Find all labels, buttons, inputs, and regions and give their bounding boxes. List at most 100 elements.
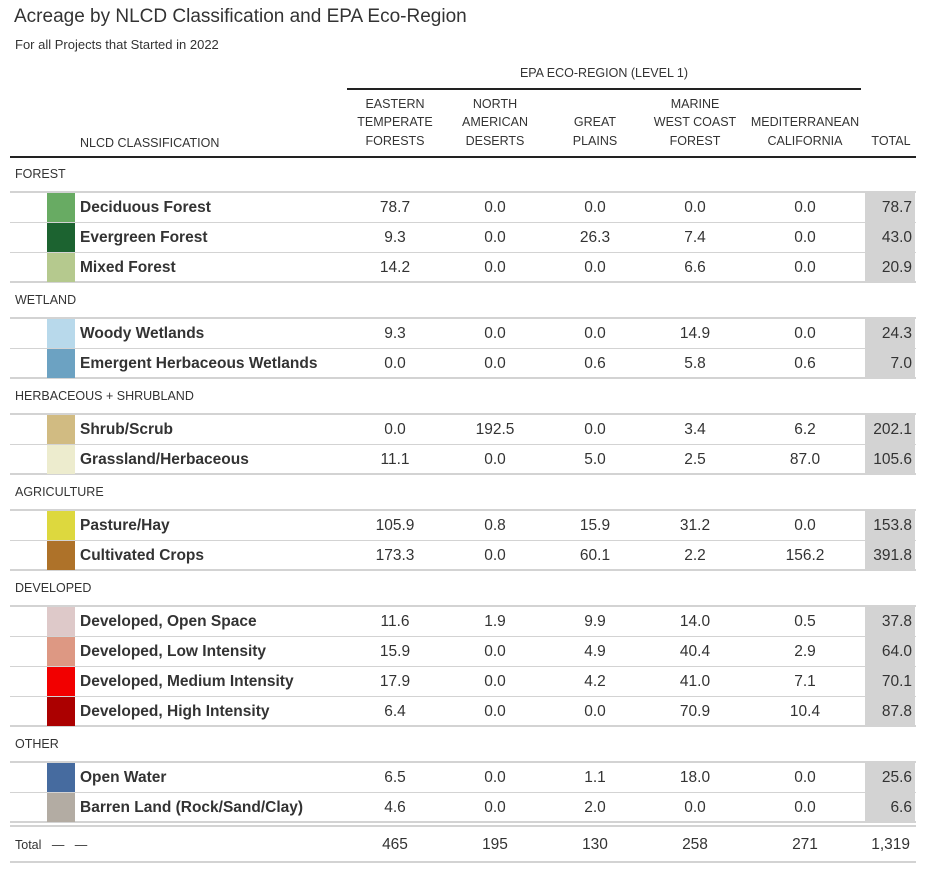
color-swatch [47,193,75,222]
table-cell: 15.9 [379,643,411,660]
table-cell: 0.6 [794,355,816,372]
table-cell: 0.0 [584,199,606,216]
table-cell: 26.3 [579,229,611,246]
table-cell: 0.0 [484,355,506,372]
table-cell: 31.2 [679,517,711,534]
row-label: Barren Land (Rock/Sand/Clay) [80,799,304,816]
table-row: Cultivated Crops 173.3 0.0 60.1 2.2 156.2 391.… [10,541,916,571]
row-label: Emergent Herbaceous Wetlands [80,355,318,372]
table-cell: 0.0 [794,199,816,216]
table-cell: 7.1 [794,673,816,690]
table-cell: 5.8 [684,355,706,372]
table-cell: 2.9 [794,643,816,660]
color-swatch [47,253,75,282]
row-label: Shrub/Scrub [80,421,174,438]
table-row: Developed, High Intensity 6.4 0.0 0.0 70.9 10… [10,697,916,727]
table-cell: 173.3 [375,547,415,564]
table-cell: 14.9 [679,325,711,342]
table-cell: 0.0 [484,451,506,468]
table-cell: 4.9 [584,643,606,660]
table-cell: 15.9 [579,517,611,534]
row-label: Developed, Open Space [80,613,257,630]
table-cell: 17.9 [379,673,411,690]
row-label: Open Water [80,769,167,786]
table-cell: 14.2 [379,259,411,276]
table-cell: 6.6 [684,259,706,276]
table-row: Evergreen Forest 9.3 0.0 26.3 7.4 0.0 43.0 [10,223,916,253]
table-cell: 0.0 [484,673,506,690]
summary-value: 465 [382,836,408,853]
nlcd-classification-header: NLCD CLASSIFICATION [80,136,220,150]
row-label: Deciduous Forest [80,199,211,216]
table-cell: 0.0 [484,799,506,816]
column-header: MARINE WEST COAST FOREST [653,96,737,148]
table-cell: 0.8 [484,517,506,534]
table-cell: 0.0 [484,259,506,276]
table-cell: 0.0 [584,325,606,342]
table-row: Open Water 6.5 0.0 1.1 18.0 0.0 25.6 [10,763,916,793]
row-label: Developed, Medium Intensity [80,673,294,690]
table-cell: 18.0 [679,769,711,786]
color-swatch [47,637,75,666]
summary-row: Total — — 465 195 130 258 271 1,319 [10,825,916,863]
table-cell: 0.0 [484,325,506,342]
table-cell: 0.0 [384,355,406,372]
group-label: HERBACEOUS + SHRUBLAND [10,379,916,415]
summary-label-text: Total [15,838,42,852]
row-total-cell: 20.9 [865,253,915,282]
table-row: Mixed Forest 14.2 0.0 0.0 6.6 0.0 20.9 [10,253,916,283]
row-label: Developed, Low Intensity [80,643,267,660]
table-cell: 2.0 [584,799,606,816]
column-header: MEDITERRANEAN CALIFORNIA [750,115,860,148]
row-total-cell: 70.1 [865,667,915,696]
table-cell: 0.0 [484,769,506,786]
summary-value: 130 [582,836,608,853]
summary-grand-total: 1,319 [871,836,910,853]
table-cell: 70.9 [679,703,711,720]
table-cell: 11.1 [380,451,410,468]
table-cell: 3.4 [684,421,706,438]
row-total-cell: 25.6 [865,763,915,792]
table-cell: 78.7 [379,199,411,216]
table-cell: 14.0 [679,613,711,630]
color-swatch [47,349,75,378]
table-cell: 4.2 [584,673,606,690]
group-label: DEVELOPED [10,571,916,607]
table-row: Developed, Open Space 11.6 1.9 9.9 14.0 0.5 37… [10,607,916,637]
table-cell: 0.0 [484,643,506,660]
table-row: Pasture/Hay 105.9 0.8 15.9 31.2 0.0 153.8 [10,511,916,541]
table-cell: 11.6 [380,613,410,630]
summary-dash: — [51,838,65,852]
color-swatch [47,445,75,474]
row-total-cell: 202.1 [865,415,915,444]
table-row: Emergent Herbaceous Wetlands 0.0 0.0 0.6 5.8… [10,349,916,379]
table-cell: 0.0 [794,769,816,786]
table-cell: 105.9 [375,517,415,534]
row-label: Woody Wetlands [80,325,205,342]
row-total-cell: 153.8 [865,511,915,540]
row-total-cell: 87.8 [865,697,915,726]
color-swatch [47,415,75,444]
table-cell: 9.9 [584,613,606,630]
column-header: NORTH AMERICAN DESERTS [462,96,528,148]
table-cell: 0.0 [484,703,506,720]
table-cell: 0.0 [794,229,816,246]
row-total-cell: 105.6 [865,445,915,474]
group-label: AGRICULTURE [10,475,916,511]
table-cell: 0.0 [684,799,706,816]
color-swatch [47,319,75,348]
color-swatch [47,511,75,540]
row-total-cell: 24.3 [865,319,915,348]
table-cell: 9.3 [384,229,406,246]
summary-value: 258 [682,836,708,853]
table-cell: 0.6 [584,355,606,372]
color-swatch [47,697,75,726]
row-total-cell: 7.0 [865,349,915,378]
table-row: Deciduous Forest 78.7 0.0 0.0 0.0 0.0 78.7 [10,193,916,223]
table-cell: 0.0 [484,229,506,246]
table-cell: 5.0 [584,451,606,468]
table-cell: 41.0 [679,673,711,690]
table-cell: 0.0 [684,199,706,216]
table-cell: 156.2 [785,547,825,564]
table-cell: 60.1 [579,547,611,564]
